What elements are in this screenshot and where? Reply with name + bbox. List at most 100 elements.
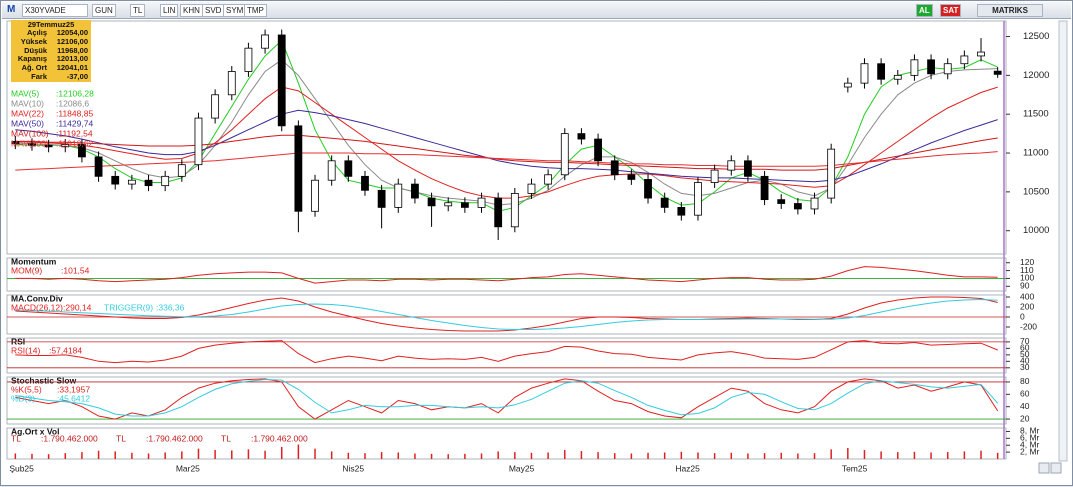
candle-body: [394, 183, 403, 208]
candle-body: [294, 125, 303, 212]
legend-value: :1.790.462.000: [41, 433, 98, 443]
candle-body: [560, 133, 569, 176]
y-tick-label: 11500: [1023, 109, 1049, 120]
button[interactable]: GUN: [92, 4, 116, 17]
scrollbar[interactable]: [1058, 20, 1068, 462]
legend-value: :101,54: [61, 265, 90, 275]
info-label: Fark: [31, 71, 47, 81]
volume-bar: [347, 452, 350, 459]
legend-name: %D(3): [11, 393, 35, 403]
candle-body: [177, 164, 186, 177]
volume-bar: [364, 453, 366, 459]
candle-body: [910, 59, 919, 76]
volume-bar: [530, 452, 533, 459]
x-tick-label: Mar25: [176, 463, 200, 473]
volume-bar: [380, 452, 383, 459]
button[interactable]: SVD: [202, 4, 225, 17]
y-tick-label: 12500: [1023, 31, 1049, 42]
volume-bar: [680, 451, 683, 459]
button[interactable]: TMP: [244, 4, 267, 17]
indicator-line: [15, 340, 998, 364]
candle-body: [460, 202, 469, 208]
candle-body: [411, 183, 419, 199]
candle-body: [327, 160, 336, 181]
candle-body: [960, 55, 969, 65]
symbol-box[interactable]: X30YVADE: [22, 4, 88, 17]
volume-bar: [580, 451, 583, 459]
y-tick-label: 400: [1020, 291, 1034, 301]
button[interactable]: SYM: [223, 4, 247, 17]
legend-name: MOM(9): [11, 265, 42, 275]
legend-name: TRIGGER(9): [104, 302, 153, 312]
info-value: 12106,00: [56, 36, 88, 46]
legend-name: MAV(5): [11, 88, 39, 98]
scroll-left[interactable]: [1038, 462, 1050, 474]
legend-value: :12106,28: [56, 88, 94, 98]
legend-value: :12086,6: [56, 98, 89, 108]
y-tick-label: 10500: [1023, 186, 1049, 197]
candle-body: [744, 160, 752, 177]
info-value: 12041,01: [56, 63, 88, 73]
y-tick-label: 2, Mr: [1020, 446, 1040, 456]
buy-button[interactable]: AL: [916, 4, 933, 17]
candle-body: [144, 179, 153, 187]
candle-body: [927, 59, 935, 75]
indicator-line: [15, 296, 998, 332]
volume-bar: [763, 453, 766, 459]
panel-frame: [6, 20, 1007, 255]
candle-body: [311, 179, 319, 212]
candle-body: [860, 63, 869, 84]
info-row: Yüksek 12106,00: [11, 36, 91, 47]
volume-bar: [31, 453, 33, 459]
candle-body: [11, 140, 20, 145]
volume-bar: [564, 450, 566, 459]
volume-bar: [397, 452, 400, 459]
volume-bar: [996, 452, 999, 459]
x-tick-label: May25: [509, 463, 535, 473]
toolbar: M X30YVADE GUN TL LIN KHN SVD SYM TMP AL…: [2, 2, 1071, 19]
volume-bar: [663, 452, 666, 459]
candle-body: [61, 144, 70, 148]
button[interactable]: KHN: [180, 4, 203, 17]
legend-value: :11429,74: [56, 118, 93, 128]
y-tick-label: 10000: [1023, 225, 1049, 236]
y-tick-label: -200: [1020, 321, 1037, 331]
volume-bar: [946, 452, 949, 459]
candle-body: [577, 133, 586, 140]
candle-body: [510, 193, 519, 228]
sell-button[interactable]: SAT: [940, 4, 962, 17]
volume-bar: [730, 452, 733, 459]
scroll-right[interactable]: [1050, 462, 1062, 474]
y-tick-label: 40: [1020, 356, 1030, 366]
button[interactable]: LIN: [160, 4, 179, 17]
volume-bar: [14, 453, 17, 459]
volume-bar: [480, 453, 483, 459]
candle-body: [427, 197, 436, 207]
button[interactable]: TL: [130, 4, 146, 17]
volume-bar: [81, 452, 83, 459]
volume-bar: [497, 451, 499, 459]
volume-bar: [647, 452, 649, 459]
volume-bar: [264, 450, 266, 459]
volume-bar: [747, 453, 749, 459]
candle-body: [361, 175, 369, 191]
legend-value: :336,36: [156, 302, 185, 312]
y-tick-label: 70: [1020, 336, 1030, 346]
info-label: Açılış: [26, 28, 47, 37]
x-tick-label: Nis25: [342, 463, 364, 473]
volume-bar: [863, 450, 866, 459]
volume-bar: [597, 452, 599, 459]
info-row: Açılış 12054,00: [11, 28, 91, 38]
info-row: Kapanış 12013,00: [11, 55, 91, 64]
indicator-line: [15, 134, 998, 171]
volume-bar: [297, 444, 300, 459]
panel-frame: [6, 337, 1007, 374]
volume-bar: [613, 453, 616, 459]
legend-name: MACD(26,12): [11, 302, 63, 312]
info-value: 12054,00: [56, 28, 88, 37]
volume-bar: [547, 452, 549, 459]
panel-frame: [6, 427, 1007, 460]
volume-bar: [280, 446, 283, 459]
indicator-line: [15, 378, 999, 420]
volume-bar: [64, 453, 67, 459]
